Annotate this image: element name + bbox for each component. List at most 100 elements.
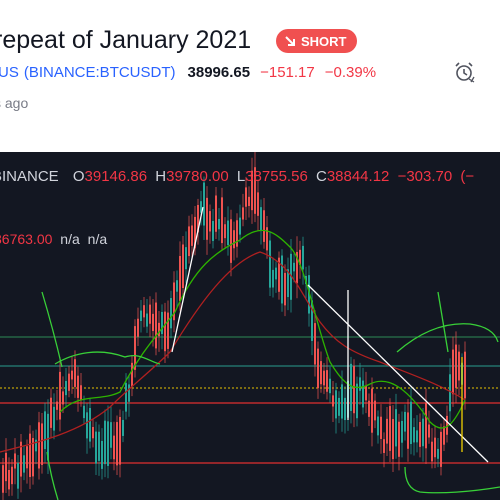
candle-body: [92, 426, 94, 439]
candle-body: [80, 385, 82, 400]
candle-body: [68, 373, 70, 391]
candle-body: [455, 344, 457, 388]
candle-body: [176, 280, 178, 292]
candle-body: [206, 197, 208, 240]
trendline-ascending[interactable]: [171, 206, 204, 353]
candle-body: [194, 216, 196, 249]
price-chart[interactable]: [0, 152, 500, 500]
candle-body: [398, 421, 400, 457]
candle-body: [134, 326, 136, 370]
candle-body: [236, 220, 238, 247]
candle-body: [428, 424, 430, 438]
candle-body: [242, 207, 244, 220]
candle-body: [410, 401, 412, 445]
candle-body: [14, 453, 16, 469]
short-badge-label: SHORT: [301, 33, 347, 49]
candle-body: [44, 411, 46, 450]
candle-body: [173, 282, 175, 321]
candle-body: [53, 406, 55, 431]
candle-body: [2, 465, 4, 493]
ohlc-legend: BINANCE O39146.86 H39780.00 L38755.56 C3…: [0, 168, 474, 185]
candle-body: [386, 418, 388, 444]
candle-body: [437, 448, 439, 459]
candle-body: [227, 220, 229, 246]
candle-body: [116, 422, 118, 466]
hand-drawn-curve-right[interactable]: [396, 323, 499, 353]
candle-body: [200, 201, 202, 213]
candle-body: [218, 218, 220, 230]
published-time: s ago: [0, 95, 29, 111]
candle-body: [320, 361, 322, 385]
candle-body: [23, 455, 25, 473]
candle-body: [383, 439, 385, 453]
candle-body: [29, 433, 31, 478]
candle-body: [281, 255, 283, 304]
high-value: 39780.00: [166, 168, 229, 185]
candle-body: [407, 412, 409, 449]
candle-body: [257, 192, 259, 216]
low-label: L: [236, 168, 246, 185]
hand-drawn-curve-left[interactable]: [54, 351, 161, 365]
candle-body: [215, 195, 217, 232]
candle-body: [107, 421, 109, 466]
symbol-prefix[interactable]: US: [0, 64, 19, 81]
candle-body: [95, 431, 97, 464]
candle-body: [125, 383, 127, 412]
candle-body: [110, 422, 112, 448]
candle-body: [392, 419, 394, 460]
candle-body: [38, 422, 40, 469]
candle-body: [353, 365, 355, 414]
symbol-price: 38996.65: [187, 64, 251, 81]
candle-body: [254, 167, 256, 214]
candle-body: [128, 384, 130, 402]
candle-body: [314, 323, 316, 365]
candle-body: [371, 388, 373, 433]
candle-body: [140, 310, 142, 322]
candle-body: [149, 304, 151, 324]
candle-body: [209, 211, 211, 232]
candle-body: [284, 272, 286, 306]
candle-body: [443, 426, 445, 445]
candle-body: [41, 423, 43, 465]
close-label: C: [315, 168, 327, 185]
alarm-clock-icon[interactable]: [452, 60, 476, 84]
candle-body: [56, 401, 58, 410]
candle-body: [413, 427, 415, 443]
candle-body: [164, 311, 166, 352]
hand-drawn-curve-bottom[interactable]: [404, 466, 500, 494]
candle-body: [26, 446, 28, 469]
candle-body: [332, 395, 334, 407]
candle-body: [296, 251, 298, 284]
candle-body: [377, 416, 379, 436]
candle-body: [188, 226, 190, 257]
trendline-descending[interactable]: [307, 284, 489, 463]
candle-body: [419, 422, 421, 447]
candle-body: [212, 221, 214, 241]
symbol-change: −151.17: [260, 64, 315, 81]
candle-body: [59, 371, 61, 420]
candle-body: [101, 440, 103, 469]
chart-canvas[interactable]: [0, 152, 500, 500]
candle-body: [308, 275, 310, 314]
candle-body: [239, 217, 241, 235]
candle-body: [263, 210, 265, 242]
idea-title[interactable]: repeat of January 2021: [0, 26, 252, 54]
candle-body: [350, 363, 352, 411]
candle-body: [32, 438, 34, 477]
bar-change: −303.70: [397, 168, 453, 185]
candle-body: [74, 359, 76, 387]
hand-drawn-arrow-right[interactable]: [437, 291, 449, 353]
candle-body: [266, 227, 268, 251]
exchange-label: BINANCE: [0, 168, 59, 185]
close-value: 38844.12: [326, 168, 390, 185]
hand-drawn-arrow-left[interactable]: [41, 291, 63, 368]
hand-drawn-line-bottom[interactable]: [46, 451, 59, 500]
indicator-legend: 36763.00 n/a n/a: [0, 231, 107, 247]
candle-body: [362, 380, 364, 408]
candle-body: [329, 378, 331, 394]
candle-body: [275, 267, 277, 280]
bar-change-suffix: (−: [460, 168, 475, 185]
candlesticks: [2, 152, 466, 500]
candle-body: [422, 418, 424, 447]
symbol-link[interactable]: (BINANCE:BTCUSDT): [23, 64, 176, 81]
